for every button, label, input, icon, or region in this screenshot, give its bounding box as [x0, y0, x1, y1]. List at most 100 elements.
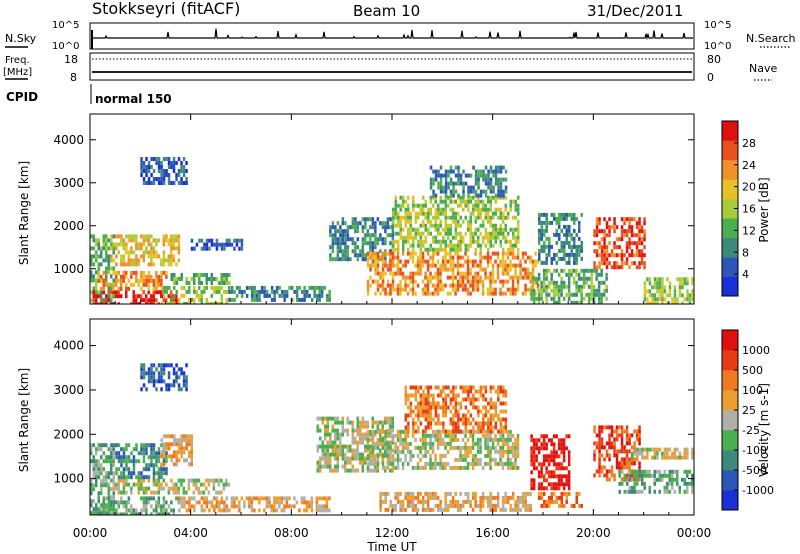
data-cell [537, 288, 541, 293]
data-cell [477, 173, 480, 178]
data-cell [157, 451, 161, 456]
data-cell [666, 447, 669, 452]
data-cell [394, 445, 397, 450]
data-cell [511, 491, 515, 496]
data-cell [120, 463, 123, 468]
data-cell [351, 448, 354, 453]
data-cell [507, 211, 510, 216]
data-cell [381, 263, 385, 268]
data-cell [459, 445, 462, 450]
data-cell [384, 491, 387, 496]
data-cell [499, 401, 503, 406]
data-cell [162, 250, 166, 255]
data-cell [305, 500, 309, 505]
data-cell [454, 291, 457, 296]
data-cell [623, 461, 626, 466]
data-cell [235, 504, 239, 509]
data-cell [575, 252, 578, 257]
data-cell [466, 279, 470, 284]
data-cell [100, 278, 103, 283]
data-cell [419, 207, 422, 212]
data-cell [331, 241, 335, 246]
data-cell [391, 275, 395, 280]
data-cell [563, 256, 566, 261]
data-cell [157, 274, 161, 279]
data-cell [95, 258, 98, 263]
data-cell [120, 478, 123, 483]
data-cell [494, 199, 497, 204]
data-cell [489, 421, 493, 426]
data-cell [185, 277, 188, 281]
data-cell [180, 177, 183, 181]
data-cell [567, 288, 571, 293]
data-cell [424, 223, 427, 228]
data-cell [142, 367, 146, 372]
data-cell [484, 189, 488, 194]
data-cell [575, 280, 578, 285]
data-cell [202, 490, 206, 495]
data-cell [369, 453, 372, 458]
data-cell [102, 511, 105, 515]
data-cell [417, 385, 420, 390]
data-cell [449, 193, 453, 198]
data-cell [424, 247, 427, 252]
data-cell [112, 250, 115, 255]
data-cell [416, 461, 420, 466]
data-cell [417, 401, 420, 406]
data-cell [678, 277, 682, 282]
data-cell [273, 496, 276, 501]
data-cell [474, 491, 477, 496]
data-cell [514, 235, 517, 240]
data-cell [369, 233, 372, 238]
data-cell [391, 461, 395, 466]
data-cell [462, 185, 465, 190]
data-cell [401, 287, 405, 292]
data-cell [439, 389, 443, 394]
data-cell [313, 285, 316, 290]
data-cell [412, 417, 415, 422]
data-cell [442, 239, 445, 244]
data-cell [187, 478, 191, 483]
data-cell [550, 486, 553, 491]
data-cell [598, 441, 601, 446]
data-cell [668, 489, 671, 494]
data-cell [631, 477, 634, 482]
data-cell [535, 442, 538, 447]
data-cell [638, 261, 641, 266]
data-cell [598, 217, 601, 222]
data-cell [497, 165, 500, 170]
data-cell [407, 239, 410, 244]
data-cell [482, 393, 485, 398]
data-cell [602, 292, 606, 297]
data-cell [466, 275, 470, 280]
data-cell [132, 447, 136, 452]
data-cell [303, 508, 306, 513]
data-cell [125, 286, 128, 291]
data-cell [145, 298, 148, 303]
data-cell [145, 490, 148, 495]
data-cell [163, 289, 166, 294]
data-cell [646, 451, 649, 456]
data-cell [170, 478, 173, 483]
data-cell [107, 286, 110, 291]
data-cell [519, 275, 522, 280]
data-cell [600, 245, 604, 250]
data-cell [412, 421, 415, 426]
data-cell [142, 490, 146, 495]
data-cell [112, 496, 116, 501]
data-cell [497, 235, 500, 240]
data-cell [563, 252, 566, 257]
data-cell [177, 490, 181, 495]
data-cell [466, 461, 470, 466]
data-cell [180, 169, 183, 173]
data-cell [295, 289, 299, 294]
data-cell [531, 279, 535, 284]
data-cell [429, 275, 432, 280]
data-cell [265, 500, 269, 505]
data-cell [183, 434, 186, 439]
data-cell [426, 491, 430, 496]
data-cell [150, 504, 153, 509]
data-cell [582, 280, 586, 285]
data-cell [452, 211, 455, 216]
